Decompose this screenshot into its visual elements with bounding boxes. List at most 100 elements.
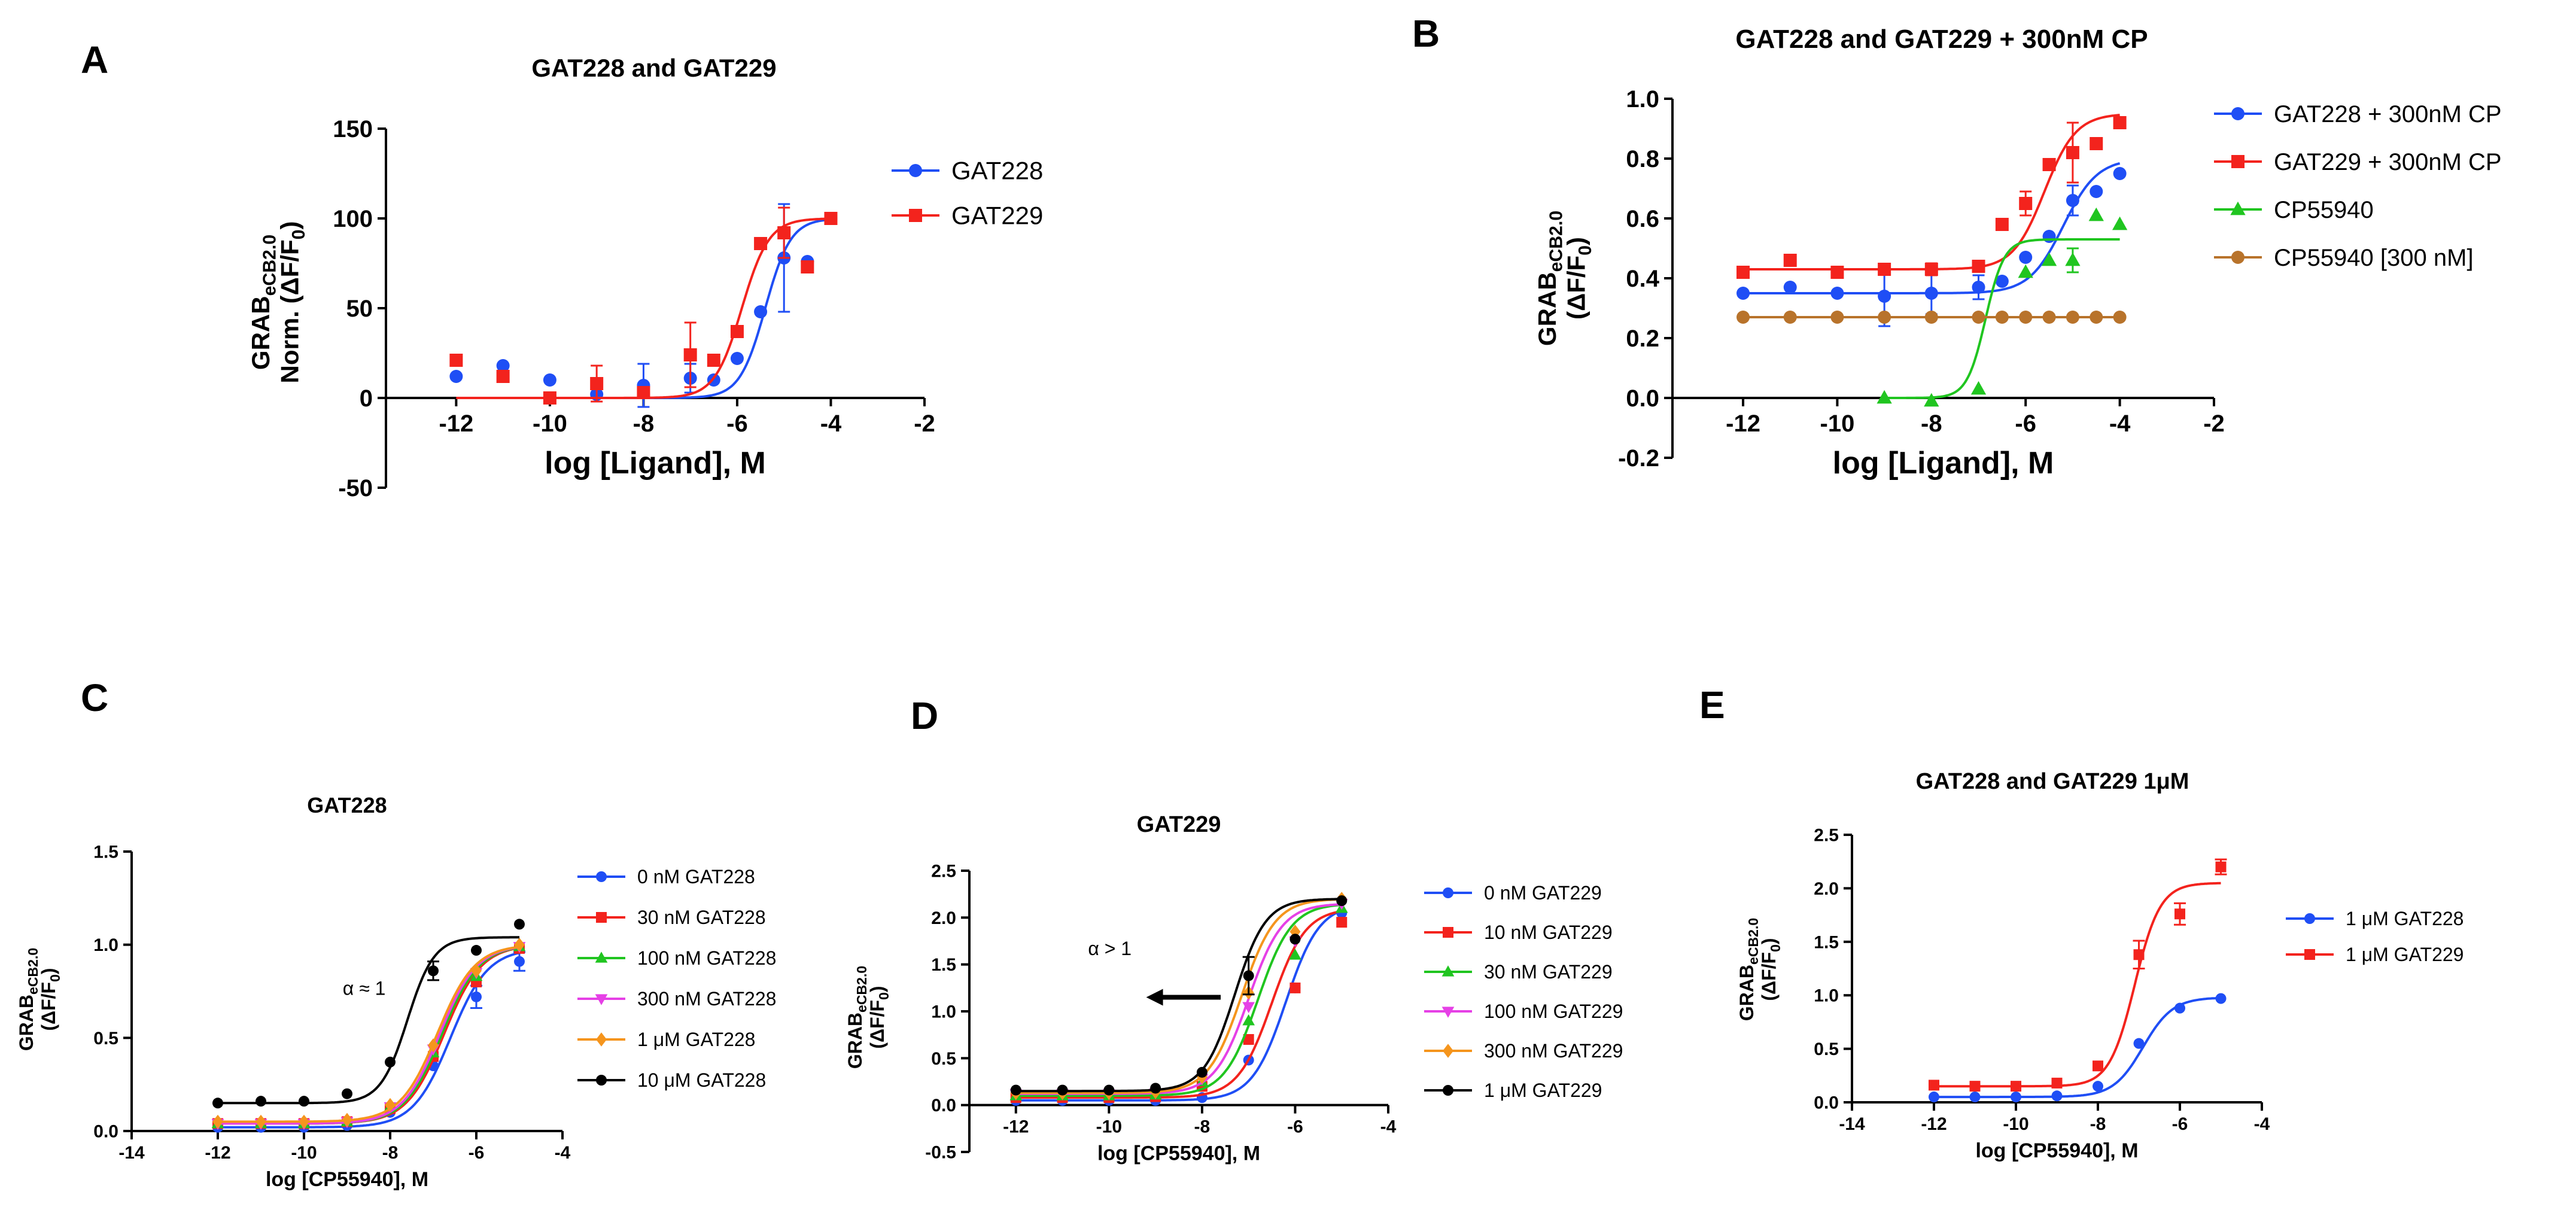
panel-b-legend-label: CP55940 [300 nM] xyxy=(2274,245,2474,271)
panel-c-legend-marker xyxy=(596,1075,607,1086)
panel-d-data-point xyxy=(1103,1084,1115,1096)
panel-b-data-point xyxy=(1972,311,1985,324)
panel-e-xtick-label: -8 xyxy=(2090,1114,2106,1134)
panel-b-data-point xyxy=(2112,216,2128,230)
panel-d-data-point xyxy=(1242,1014,1255,1026)
panel-d-data-point xyxy=(1057,1084,1068,1096)
panel-c-data-point xyxy=(256,1096,266,1107)
panel-e-data-point xyxy=(2174,1002,2185,1014)
panel-c-xtick-label: -12 xyxy=(205,1143,230,1163)
panel-a-legend-item: GAT228 xyxy=(892,157,1043,185)
panel-d-data-point xyxy=(1336,917,1348,928)
panel-e-data-point xyxy=(1969,1081,1981,1092)
panel-e-title: GAT228 and GAT229 1μM xyxy=(1916,769,2189,794)
svg-text:GRABeCB2.0: GRABeCB2.0 xyxy=(1736,918,1761,1021)
panel-c-legend-item: 100 nM GAT228 xyxy=(577,947,776,969)
panel-e-series-1-m-gat228 xyxy=(1929,993,2227,1103)
panel-b-data-point xyxy=(1830,287,1844,300)
panel-a-ytick-label: -50 xyxy=(338,475,373,501)
panel-a-data-point xyxy=(683,348,697,361)
panel-c-xtick-label: -10 xyxy=(291,1143,317,1163)
panel-b-data-point xyxy=(1924,287,1938,300)
panel-e-x-label: log [CP55940], M xyxy=(1975,1139,2138,1162)
panel-d-legend-marker xyxy=(1441,965,1455,977)
panel-c-legend-label: 1 μM GAT228 xyxy=(637,1029,755,1050)
panel-b-xtick-label: -8 xyxy=(1921,411,1942,437)
panel-d-legend-marker xyxy=(1441,1007,1455,1018)
panel-d-arrow-head xyxy=(1146,989,1163,1006)
panel-b-legend-label: GAT228 + 300nM CP xyxy=(2274,101,2502,127)
panel-d-xtick-label: -6 xyxy=(1287,1117,1303,1137)
panel-letter-e: E xyxy=(1699,683,1725,726)
panel-c-title: GAT228 xyxy=(307,793,387,817)
panel-b-data-point xyxy=(2088,207,2104,221)
panel-e-legend-item: 1 μM GAT228 xyxy=(2286,908,2464,929)
panel-b-legend-marker xyxy=(2231,251,2245,264)
panel-b-series-gat229-300nm-cp xyxy=(1736,114,2127,279)
panel-d-data-point xyxy=(1243,1034,1254,1045)
panel-c-data-point xyxy=(342,1088,352,1099)
svg-text:(ΔF/F0): (ΔF/F0) xyxy=(38,968,63,1030)
panel-c-legend-label: 300 nM GAT228 xyxy=(637,988,776,1010)
panel-b-data-point xyxy=(1736,266,1750,279)
panel-b-data-point xyxy=(1877,390,1892,404)
panel-d-legend-label: 0 nM GAT229 xyxy=(1484,882,1602,904)
panel-b-data-point xyxy=(1924,311,1938,324)
panel-e-legend-marker xyxy=(2304,913,2315,924)
panel-b-data-point xyxy=(2090,185,2103,198)
panel-e: GAT228 and GAT229 1μM 0.0 0.5 1.0 1.5 2.0 2.5 -… xyxy=(1736,769,2464,1162)
panel-b-data-point xyxy=(1878,311,1891,324)
panel-a-ytick-label: 50 xyxy=(346,296,373,322)
panel-d-data-point xyxy=(1243,970,1254,981)
panel-e-legend-item: 1 μM GAT229 xyxy=(2286,944,2464,965)
panel-b-data-point xyxy=(1878,263,1891,276)
panel-c-legend-label: 30 nM GAT228 xyxy=(637,907,766,928)
panel-d-ytick-label: 0.0 xyxy=(931,1096,956,1115)
panel-c-data-point xyxy=(514,937,525,952)
panel-b-data-point xyxy=(2019,311,2033,324)
panel-a-xtick-label: -4 xyxy=(820,411,842,437)
panel-c-annotation: α ≈ 1 xyxy=(343,978,386,999)
panel-a-legend-label: GAT229 xyxy=(951,202,1043,230)
panel-b-data-point xyxy=(2113,116,2127,129)
panel-d-data-point xyxy=(1289,934,1301,945)
panel-b-data-point xyxy=(2019,251,2033,264)
panel-d-legend-label: 1 μM GAT229 xyxy=(1484,1080,1602,1101)
panel-d-y-label: GRABeCB2.0(ΔF/F0) xyxy=(844,966,892,1069)
panel-c-ytick-label: 1.5 xyxy=(93,843,118,862)
panel-a-xtick-label: -12 xyxy=(439,411,473,437)
panel-a-data-point xyxy=(730,352,744,365)
panel-b-data-point xyxy=(2066,311,2079,324)
panel-e-ytick-label: 0.5 xyxy=(1814,1039,1839,1059)
panel-b-data-point xyxy=(1736,287,1750,300)
panel-b-data-point xyxy=(2041,252,2057,266)
panel-c-ytick-label: 0.5 xyxy=(93,1029,118,1048)
panel-d-title: GAT229 xyxy=(1137,812,1221,837)
panel-c-data-point xyxy=(385,1056,396,1068)
panel-e-data-point xyxy=(2215,993,2227,1004)
panel-d-xtick-label: -4 xyxy=(1380,1117,1397,1137)
panel-e-xtick-label: -14 xyxy=(1839,1114,1865,1134)
panel-a-data-point xyxy=(754,305,768,318)
panel-b-xtick-label: -6 xyxy=(2015,411,2036,437)
panel-a-legend-marker xyxy=(909,209,922,222)
panel-e-data-point xyxy=(1929,1092,1939,1103)
panel-b-data-point xyxy=(1924,263,1938,276)
panel-d-legend-label: 10 nM GAT229 xyxy=(1484,922,1613,943)
panel-b-data-point xyxy=(2042,311,2056,324)
panel-a: GAT228 and GAT229 -50 0 50 100 150 -12 -10 -8 -6 -… xyxy=(247,54,1043,501)
svg-text:(ΔF/F0): (ΔF/F0) xyxy=(1562,237,1595,320)
panel-e-data-point xyxy=(1969,1092,1981,1103)
panel-c-data-point xyxy=(514,956,525,967)
panel-c-data-point xyxy=(471,963,482,978)
panel-b-data-point xyxy=(1830,266,1844,279)
panel-c-xtick-label: -14 xyxy=(118,1143,145,1163)
panel-e-data-point xyxy=(2051,1090,2063,1102)
panel-b-series-gat228-300nm-cp xyxy=(1736,162,2127,327)
panel-d-legend-item: 0 nM GAT229 xyxy=(1424,882,1602,904)
panel-c-legend-marker xyxy=(596,912,607,923)
panel-b-data-point xyxy=(1783,311,1797,324)
panel-c-fit-curve xyxy=(218,951,520,1129)
panel-b-title: GAT228 and GAT229 + 300nM CP xyxy=(1735,25,2148,54)
panel-b-series-cp55940-300-nm xyxy=(1736,311,2127,324)
